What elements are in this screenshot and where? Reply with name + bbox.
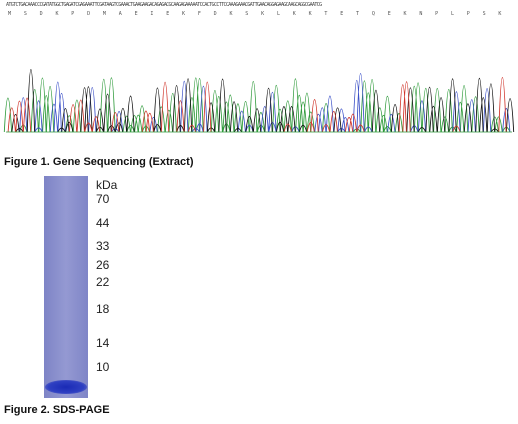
gel-lane [44,176,88,398]
amino-acid-sequence-text: M S D K P D M A E I E K F D K S K L K K … [8,11,508,17]
protein-band [45,380,87,394]
marker-10: 10 [96,360,110,374]
marker-70: 70 [96,192,110,206]
marker-26: 26 [96,258,110,272]
trace-g [11,69,515,133]
marker-44: 44 [96,216,110,230]
figure-1-caption: Figure 1. Gene Sequencing (Extract) [4,156,194,168]
dna-sequence-text: ATGTCTGACAAACCCGATATGGCTGAGATCGAGAAATTCG… [6,2,322,8]
marker-14: 14 [96,336,110,350]
figure-2-caption: Figure 2. SDS-PAGE [4,404,110,416]
marker-22: 22 [96,275,110,289]
sds-page-figure: kDa 70 44 33 26 22 18 14 10 [0,176,260,404]
trace-t [7,77,507,133]
trace-c [19,73,511,133]
sequencing-figure: ATGTCTGACAAACCCGATATGGCTGAGATCGAGAAATTCG… [0,0,518,150]
trace-a [3,77,511,133]
chromatogram-trace [3,69,515,133]
marker-18: 18 [96,302,110,316]
kda-unit-label: kDa [96,178,118,192]
marker-33: 33 [96,239,110,253]
